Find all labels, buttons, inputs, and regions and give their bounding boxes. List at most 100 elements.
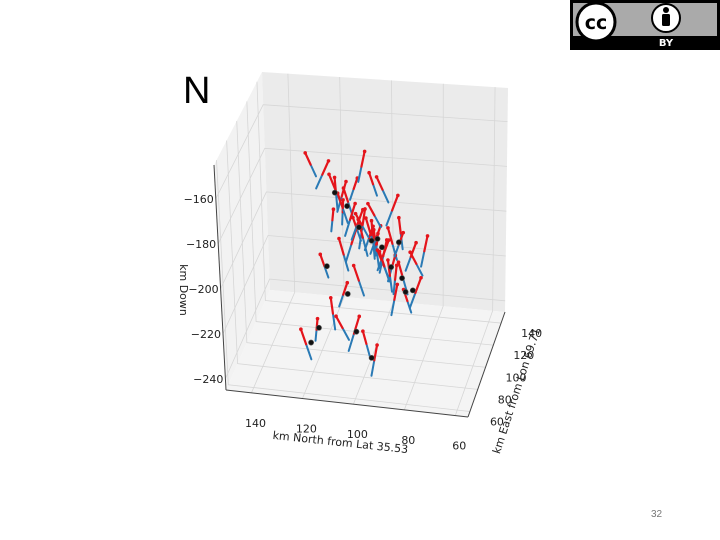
vector-up [375, 175, 384, 191]
grid-line-y [216, 160, 470, 412]
vector-head [361, 329, 365, 334]
vector-down [338, 293, 345, 308]
z-axis-label: km Down [177, 264, 190, 316]
vector-head [327, 172, 331, 177]
vector-up [334, 315, 344, 330]
vector-down [369, 238, 377, 255]
vector-head [334, 314, 338, 319]
pane-floor [226, 290, 505, 417]
vector-down [330, 219, 334, 233]
event-marker [395, 239, 402, 246]
vector-head [394, 263, 399, 268]
vector-down [305, 343, 313, 361]
vector [408, 250, 424, 277]
vector-down [335, 193, 339, 212]
panel-label: N [183, 70, 211, 112]
vector-head [345, 280, 350, 285]
vector-head [303, 151, 308, 155]
axis-edges [213, 164, 506, 418]
vector-up [337, 237, 345, 256]
vector-head [357, 314, 362, 319]
vector-up [321, 159, 330, 176]
vector [338, 280, 350, 308]
vector-head [341, 198, 345, 202]
event-marker [374, 235, 381, 242]
grid-line-z [220, 191, 507, 289]
event-marker [344, 291, 351, 297]
vector-up [352, 264, 360, 282]
vector [328, 296, 337, 331]
vector-down [391, 242, 398, 261]
vector-head [395, 282, 400, 287]
vector-down [385, 209, 394, 227]
vector [351, 263, 365, 297]
x-tick-label: 60 [452, 440, 466, 453]
vector-head [332, 175, 337, 180]
vector [366, 201, 382, 229]
y-axis-line [467, 311, 506, 418]
vector-up [329, 296, 335, 315]
vector-up [393, 264, 398, 281]
vector-head [374, 175, 379, 179]
vector-head [326, 159, 331, 163]
vector-up [331, 208, 335, 222]
vector-head [344, 179, 348, 184]
vector-head [299, 327, 303, 332]
vector-up [393, 283, 399, 301]
vector-head [318, 252, 323, 257]
vector-head [366, 201, 370, 206]
vector-down [420, 250, 426, 268]
event-markers [308, 189, 416, 361]
vector-down [309, 163, 318, 178]
vector-down [349, 187, 355, 201]
svg-text:cc: cc [585, 12, 608, 34]
vector-up [360, 150, 366, 168]
pane-back [262, 72, 508, 312]
vector [420, 234, 430, 268]
axis-panes [214, 72, 508, 417]
vector [377, 249, 391, 283]
grid-line-z [215, 104, 508, 199]
z-tick-label: −200 [188, 283, 218, 296]
vector-head [401, 230, 406, 235]
vector-down [390, 298, 396, 317]
vector-head [341, 186, 346, 190]
vector-down [383, 265, 391, 283]
event-marker [323, 263, 330, 270]
vector-up [366, 202, 376, 217]
vector [303, 151, 318, 178]
vector-head [397, 215, 401, 220]
vector-up [391, 194, 399, 212]
vector-down [370, 359, 376, 377]
vector [315, 159, 331, 190]
event-marker [356, 224, 362, 231]
vector [385, 193, 400, 227]
grid-line-x [403, 83, 444, 411]
x-axis-line [225, 389, 469, 418]
vector [299, 327, 313, 361]
vector-up [352, 177, 359, 191]
vector [370, 343, 379, 377]
vector-up [364, 216, 373, 237]
vector-down [357, 165, 363, 183]
vector-down [404, 255, 412, 272]
vector-up [348, 202, 357, 221]
vector-up [397, 216, 402, 235]
vector-down [388, 274, 394, 293]
event-marker [409, 287, 416, 294]
vector [408, 275, 423, 309]
vector-down [344, 243, 353, 263]
vector-head [361, 207, 365, 212]
vector-down [373, 214, 382, 229]
y-axis-label: km East from Lon 69.71 [490, 326, 543, 455]
vector-head [377, 249, 382, 254]
vector-head [396, 260, 401, 265]
vector-down [372, 183, 378, 197]
grid-line-z [225, 278, 506, 379]
vector-head [384, 238, 389, 242]
vector-up [368, 171, 375, 186]
vector-head [408, 250, 412, 255]
vector-head [419, 275, 423, 280]
z-tick-label: −160 [184, 193, 214, 206]
